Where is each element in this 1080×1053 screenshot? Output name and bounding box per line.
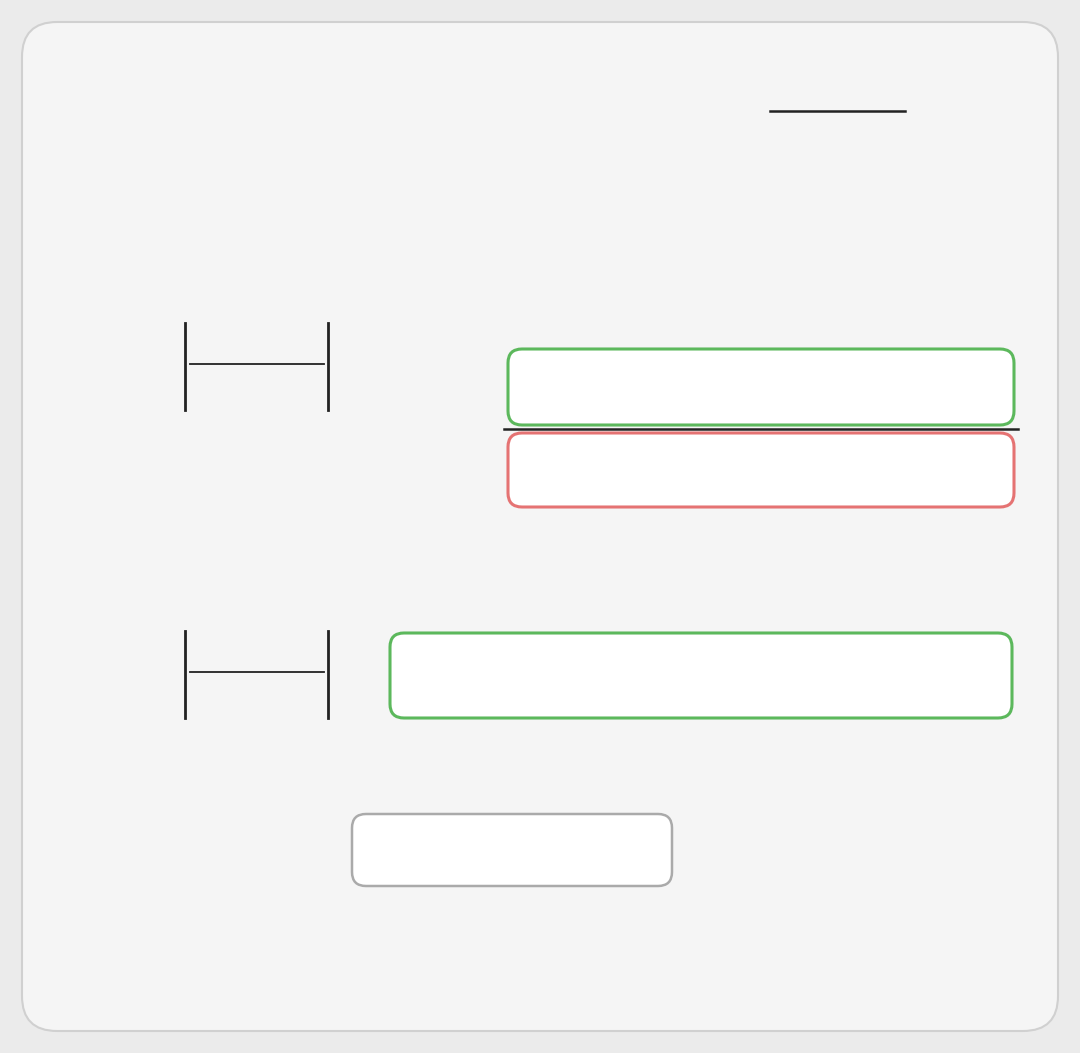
Text: $\lim$: $\lim$ bbox=[72, 346, 120, 379]
Text: (c) By the ratio test, does the series converge, diverge, or is: (c) By the ratio test, does the series c… bbox=[58, 775, 959, 804]
Text: and −∞ as: and −∞ as bbox=[58, 595, 227, 624]
Text: converges or diverges.: converges or diverges. bbox=[58, 148, 400, 177]
Text: $\lim$: $\lim$ bbox=[418, 346, 465, 379]
FancyBboxPatch shape bbox=[508, 433, 1014, 506]
Text: (a) Find the ratio of successive terms. Write your: (a) Find the ratio of successive terms. … bbox=[58, 233, 786, 262]
Text: answer as a fully simplified fraction. For $n \geq$ 10,: answer as a fully simplified fraction. F… bbox=[58, 289, 772, 321]
Text: $n!$: $n!$ bbox=[816, 113, 841, 141]
Text: $n\!\rightarrow\!\infty$: $n\!\rightarrow\!\infty$ bbox=[68, 388, 124, 408]
Text: $n\!=\!10$: $n\!=\!10$ bbox=[672, 133, 720, 152]
FancyBboxPatch shape bbox=[508, 349, 1014, 425]
FancyBboxPatch shape bbox=[390, 633, 1012, 718]
Text: $n\!\rightarrow\!\infty$: $n\!\rightarrow\!\infty$ bbox=[68, 696, 124, 716]
Text: Use the ratio test to determine whether: Use the ratio test to determine whether bbox=[58, 81, 653, 110]
Text: infinity: infinity bbox=[930, 538, 1032, 567]
Text: . If the limit does not exist, enter: . If the limit does not exist, enter bbox=[455, 595, 955, 624]
Text: $n\!\rightarrow\!\infty$: $n\!\rightarrow\!\infty$ bbox=[414, 388, 470, 408]
Text: -infinity: -infinity bbox=[260, 595, 373, 624]
Text: $\infty$: $\infty$ bbox=[700, 61, 721, 81]
Text: $n(-3)^n$: $n(-3)^n$ bbox=[772, 61, 860, 94]
Text: $\Sigma$: $\Sigma$ bbox=[670, 63, 720, 132]
Text: $a_n$: $a_n$ bbox=[228, 366, 255, 392]
Text: the test inconclusive?: the test inconclusive? bbox=[58, 831, 383, 860]
Text: $=$: $=$ bbox=[345, 654, 377, 687]
Text: 3: 3 bbox=[530, 357, 550, 386]
Text: $a_{n+1}$: $a_{n+1}$ bbox=[198, 324, 254, 350]
Text: ∨: ∨ bbox=[634, 832, 649, 852]
Text: $=$: $=$ bbox=[345, 346, 377, 379]
Text: $a_{n+1}$: $a_{n+1}$ bbox=[198, 632, 254, 658]
Text: (b) Evaluate the limit in the previous part. Enter ∞ as: (b) Evaluate the limit in the previous p… bbox=[58, 538, 864, 567]
Text: 0: 0 bbox=[410, 643, 430, 672]
Text: DNE.: DNE. bbox=[912, 595, 986, 624]
FancyBboxPatch shape bbox=[352, 814, 672, 886]
FancyBboxPatch shape bbox=[22, 22, 1058, 1031]
Text: $\lim$: $\lim$ bbox=[72, 654, 120, 687]
Text: Converges: Converges bbox=[374, 822, 526, 850]
Text: $a_n$: $a_n$ bbox=[228, 674, 255, 700]
